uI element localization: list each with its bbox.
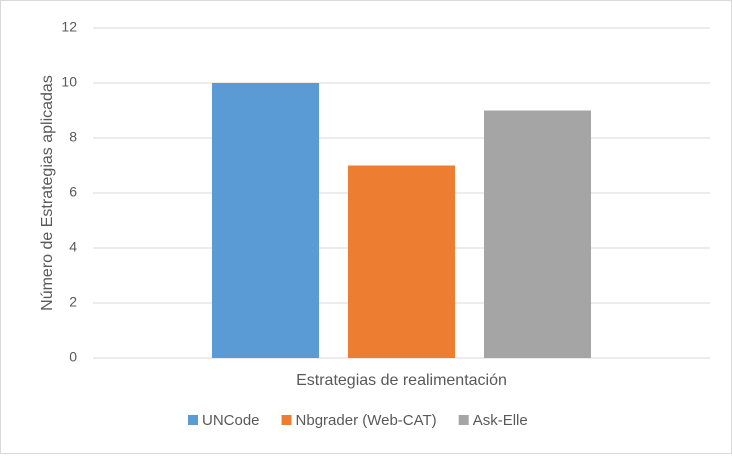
bar: [484, 110, 591, 358]
legend-swatch: [188, 415, 198, 425]
y-tick-label: 10: [61, 74, 77, 90]
y-tick-label: 12: [61, 19, 77, 35]
y-tick-label: 4: [69, 239, 77, 255]
legend-swatch: [458, 415, 469, 425]
legend-label: Nbgrader (Web-CAT): [296, 412, 437, 429]
y-axis-label: Número de Estrategias aplicadas: [39, 75, 56, 311]
legend-label: Ask-Elle: [473, 412, 528, 429]
x-tick-label: Estrategias de realimentación: [296, 372, 507, 389]
y-tick-label: 6: [69, 184, 77, 200]
legend-label: UNCode: [202, 412, 260, 429]
y-tick-label: 0: [69, 349, 77, 365]
bar: [348, 165, 455, 358]
y-tick-label: 2: [69, 294, 77, 310]
y-tick-label: 8: [69, 129, 77, 145]
bar: [212, 83, 319, 358]
legend-swatch: [281, 415, 292, 425]
